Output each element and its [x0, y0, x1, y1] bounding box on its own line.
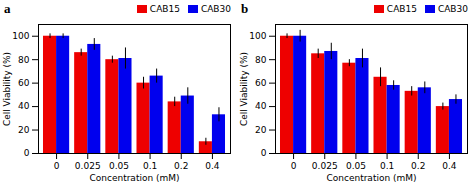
svg-text:60: 60	[255, 78, 267, 88]
svg-text:40: 40	[255, 101, 267, 111]
svg-text:20: 20	[18, 125, 30, 135]
svg-text:0.05: 0.05	[346, 161, 366, 171]
svg-text:0.4: 0.4	[442, 161, 457, 171]
svg-text:0.1: 0.1	[380, 161, 394, 171]
svg-text:0.05: 0.05	[109, 161, 129, 171]
svg-text:0.025: 0.025	[75, 161, 101, 171]
svg-text:0: 0	[54, 161, 60, 171]
html-text:b: b	[241, 1, 249, 16]
html-text:CAB30: CAB30	[437, 4, 468, 14]
html-text:a: a	[4, 1, 11, 16]
svg-text:0.025: 0.025	[312, 161, 338, 171]
svg-text:80: 80	[255, 55, 267, 65]
svg-text:0.4: 0.4	[205, 161, 220, 171]
svg-text:0.2: 0.2	[174, 161, 188, 171]
html-text:CAB30: CAB30	[200, 4, 231, 14]
svg-text:0.2: 0.2	[411, 161, 425, 171]
svg-text:80: 80	[18, 55, 30, 65]
svg-text:0: 0	[24, 148, 30, 158]
svg-text:Concentration (mM): Concentration (mM)	[89, 173, 179, 183]
svg-text:0.1: 0.1	[143, 161, 157, 171]
svg-text:Cell Viability (%): Cell Viability (%)	[2, 52, 12, 126]
html-text:CAB15: CAB15	[149, 4, 180, 14]
svg-text:100: 100	[12, 31, 29, 41]
svg-text:60: 60	[18, 78, 30, 88]
svg-text:20: 20	[255, 125, 267, 135]
html-text:CAB15: CAB15	[386, 4, 417, 14]
svg-text:Concentration (mM): Concentration (mM)	[326, 173, 416, 183]
svg-text:100: 100	[249, 31, 266, 41]
svg-text:40: 40	[18, 101, 30, 111]
svg-text:0: 0	[261, 148, 267, 158]
svg-text:0: 0	[291, 161, 297, 171]
svg-text:Cell Viability (%): Cell Viability (%)	[239, 52, 249, 126]
